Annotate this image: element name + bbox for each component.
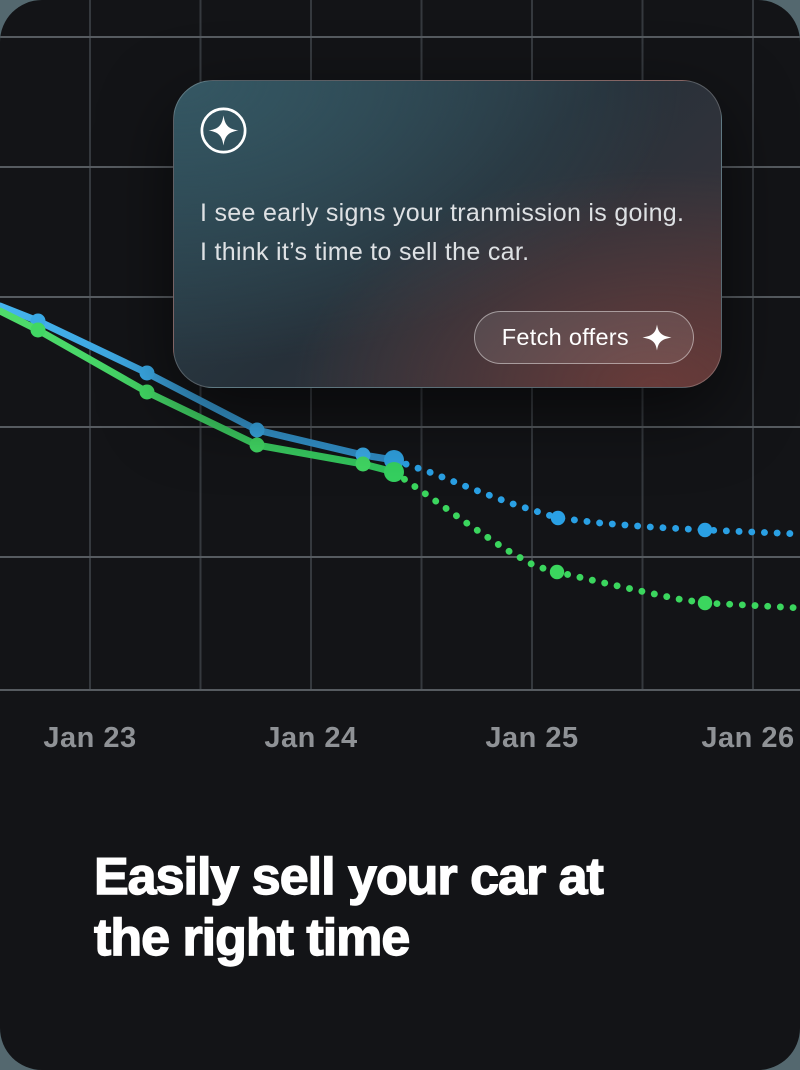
ai-assistant-card: I see early signs your tranmission is go… [173, 80, 722, 388]
headline-line2: the right time [93, 908, 411, 967]
headline-line1: Easily sell your car at [93, 847, 604, 906]
x-axis-label: Jan 23 [43, 722, 137, 754]
fetch-offers-label: Fetch offers [501, 324, 629, 350]
sparkle-icon [642, 324, 672, 351]
headline: Easily sell your car at the right time [93, 847, 604, 969]
ai-message-line1: I see early signs your tranmission is go… [200, 199, 685, 227]
x-axis-label: Jan 25 [485, 722, 579, 754]
sparkle-in-circle-icon [200, 107, 247, 154]
fetch-offers-button[interactable]: Fetch offers [473, 311, 694, 364]
ai-message-line2: I think it’s time to sell the car. [200, 237, 530, 266]
x-axis-label: Jan 24 [264, 722, 358, 754]
ai-message: I see early signs your tranmission is go… [200, 194, 684, 271]
x-axis-label: Jan 26 [701, 722, 795, 754]
